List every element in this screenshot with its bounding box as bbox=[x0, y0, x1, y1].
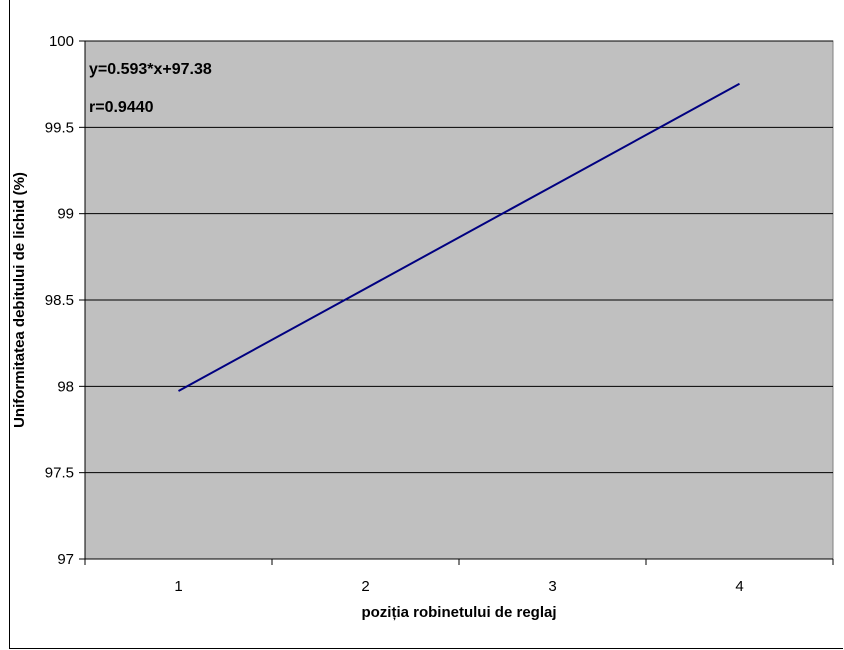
y-tick-label: 99.5 bbox=[45, 119, 74, 136]
y-tick-label: 98.5 bbox=[45, 292, 74, 309]
correlation-coefficient: r=0.9440 bbox=[89, 99, 154, 116]
y-tick-label: 99 bbox=[57, 206, 74, 223]
x-tick-label: 1 bbox=[174, 578, 182, 595]
y-axis-title: Uniformitatea debitului de lichid (%) bbox=[11, 172, 28, 428]
y-tick-label: 97.5 bbox=[45, 465, 74, 482]
x-axis-tick-labels: 1 2 3 4 bbox=[174, 578, 743, 595]
x-tick-label: 3 bbox=[548, 578, 556, 595]
axes bbox=[79, 40, 834, 565]
grid-lines bbox=[85, 40, 833, 474]
y-tick-label: 97 bbox=[57, 551, 74, 568]
series-line bbox=[178, 82, 740, 392]
x-tick-label: 2 bbox=[361, 578, 369, 595]
series-group bbox=[178, 82, 740, 392]
y-tick-label: 100 bbox=[49, 33, 74, 50]
x-axis-title: poziția robinetului de reglaj bbox=[361, 604, 556, 621]
x-tick-label: 4 bbox=[735, 578, 743, 595]
y-tick-label: 98 bbox=[57, 378, 74, 395]
y-axis-tick-labels: 97 97.5 98 98.5 99 99.5 100 bbox=[45, 33, 74, 568]
regression-equation: y=0.593*x+97.38 bbox=[89, 61, 212, 78]
